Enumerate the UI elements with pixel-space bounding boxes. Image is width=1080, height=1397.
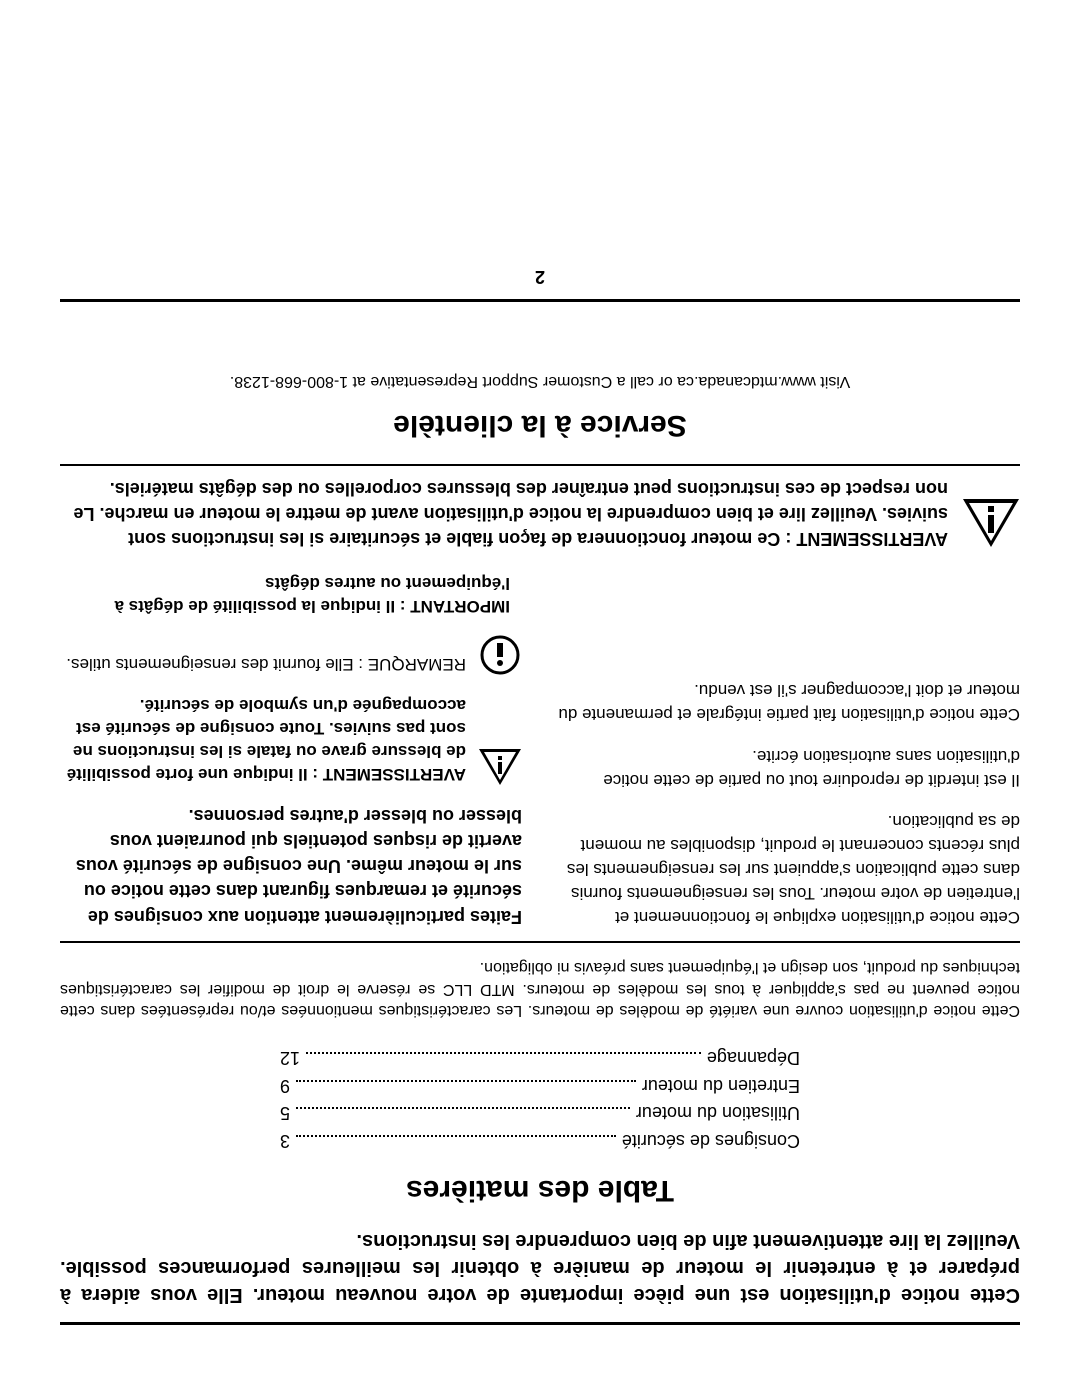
intro-paragraph: Cette notice d'utilisation est une pièce…	[60, 1227, 1020, 1308]
page-number: 2	[60, 266, 1020, 287]
remarque-label: REMARQUE :	[354, 655, 466, 674]
toc-row: Consignes de sécurité 3	[280, 1130, 800, 1151]
toc-page: 3	[280, 1130, 290, 1151]
rule-mid	[60, 941, 1020, 943]
toc-leader-dots	[296, 1080, 636, 1096]
disclaimer-paragraph: Cette notice d'utilisation couvre une va…	[60, 957, 1020, 1022]
toc-leader-dots	[306, 1052, 701, 1068]
avertissement-label: AVERTISSEMENT :	[312, 765, 466, 784]
important-label: IMPORTANT :	[400, 597, 510, 616]
remarque-text: REMARQUE : Elle fournit des renseignemen…	[60, 635, 466, 675]
footer-warning-label: AVERTISSEMENT :	[785, 529, 948, 549]
left-p2: Il est interdit de reproduire tout ou pa…	[558, 744, 1020, 792]
toc-page: 5	[280, 1102, 290, 1123]
remarque-body: Elle fournit des renseignements utiles.	[66, 655, 353, 674]
toc-label: Entretien du moteur	[642, 1075, 800, 1096]
toc-row: Utilisation du moteur 5	[280, 1102, 800, 1123]
rule-service-top	[60, 464, 1020, 466]
service-title: Service à la clientèle	[60, 408, 1020, 442]
service-text: Visit www.mtdcanada.ca or call a Custome…	[60, 372, 1020, 390]
page-rotated-container: Cette notice d'utilisation est une pièce…	[0, 0, 1080, 1397]
toc-label: Utilisation du moteur	[636, 1102, 800, 1123]
toc-row: Dépannage 12	[280, 1047, 800, 1068]
remarque-block: REMARQUE : Elle fournit des renseignemen…	[60, 635, 522, 675]
toc-title: Table des matières	[60, 1173, 1020, 1207]
rule-top	[60, 1322, 1020, 1325]
avertissement-block: AVERTISSEMENT : Il indique une forte pos…	[60, 693, 522, 785]
avertissement-text: AVERTISSEMENT : Il indique une forte pos…	[60, 693, 466, 785]
toc-label: Consignes de sécurité	[622, 1130, 800, 1151]
left-p3: Cette notice d'utilisation fait partie i…	[558, 678, 1020, 726]
toc-leader-dots	[296, 1135, 616, 1151]
left-column: Cette notice d'utilisation explique le f…	[558, 571, 1020, 929]
toc-leader-dots	[296, 1107, 630, 1123]
important-text: IMPORTANT : Il indique la possibilité de…	[60, 571, 510, 617]
toc-page: 9	[280, 1075, 290, 1096]
right-column: Faites particulièrement attention aux co…	[60, 571, 522, 929]
rule-bottom	[60, 299, 1020, 302]
toc-page: 12	[280, 1047, 300, 1068]
info-circle-icon	[478, 635, 522, 675]
footer-warning-block: AVERTISSEMENT : Ce moteur fonctionnera d…	[60, 476, 1020, 552]
toc-row: Entretien du moteur 9	[280, 1075, 800, 1096]
left-p1: Cette notice d'utilisation explique le f…	[558, 810, 1020, 929]
warning-triangle-icon	[962, 499, 1020, 551]
right-lead: Faites particulièrement attention aux co…	[60, 803, 522, 929]
footer-warning-text: AVERTISSEMENT : Ce moteur fonctionnera d…	[60, 476, 948, 552]
important-block: IMPORTANT : Il indique la possibilité de…	[60, 571, 522, 617]
two-column-region: Cette notice d'utilisation explique le f…	[60, 571, 1020, 929]
toc-label: Dépannage	[707, 1047, 800, 1068]
warning-triangle-icon	[478, 693, 522, 785]
table-of-contents: Consignes de sécurité 3 Utilisation du m…	[280, 1047, 800, 1151]
